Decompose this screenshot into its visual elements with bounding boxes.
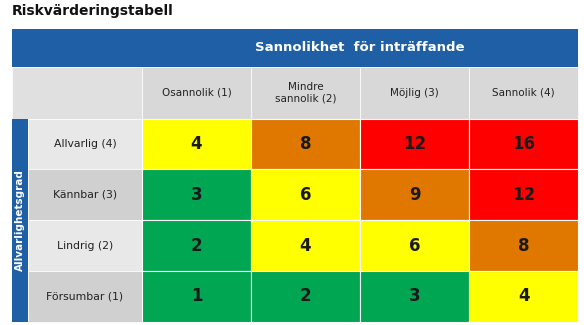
FancyBboxPatch shape [28,271,142,322]
FancyBboxPatch shape [469,169,578,220]
Text: Mindre
sannolik (2): Mindre sannolik (2) [274,82,336,103]
Text: Sannolik (4): Sannolik (4) [492,88,555,97]
FancyBboxPatch shape [469,220,578,271]
Text: 8: 8 [518,237,529,254]
Text: Möjlig (3): Möjlig (3) [390,88,439,97]
Text: 16: 16 [512,135,535,153]
Text: 12: 12 [512,186,535,204]
Text: Riskvärderingstabell: Riskvärderingstabell [12,4,173,19]
Text: 2: 2 [300,287,311,306]
FancyBboxPatch shape [360,220,469,271]
FancyBboxPatch shape [469,67,578,119]
FancyBboxPatch shape [251,220,360,271]
Text: 4: 4 [300,237,311,254]
FancyBboxPatch shape [12,29,142,67]
FancyBboxPatch shape [360,67,469,119]
FancyBboxPatch shape [28,169,142,220]
Text: Osannolik (1): Osannolik (1) [162,88,231,97]
Text: 6: 6 [300,186,311,204]
FancyBboxPatch shape [469,119,578,169]
Text: 4: 4 [518,287,530,306]
FancyBboxPatch shape [469,271,578,322]
FancyBboxPatch shape [360,119,469,169]
Text: 2: 2 [190,237,202,254]
FancyBboxPatch shape [251,169,360,220]
FancyBboxPatch shape [251,119,360,169]
FancyBboxPatch shape [142,67,251,119]
FancyBboxPatch shape [12,67,142,119]
FancyBboxPatch shape [12,271,28,322]
FancyBboxPatch shape [251,67,360,119]
Text: 1: 1 [191,287,202,306]
FancyBboxPatch shape [360,169,469,220]
FancyBboxPatch shape [142,271,251,322]
Text: Allvarlig (4): Allvarlig (4) [54,139,116,149]
Text: Kännbar (3): Kännbar (3) [53,190,117,200]
FancyBboxPatch shape [12,220,28,271]
Text: 6: 6 [409,237,420,254]
Text: 8: 8 [300,135,311,153]
FancyBboxPatch shape [142,220,251,271]
FancyBboxPatch shape [142,29,578,67]
Text: 3: 3 [190,186,202,204]
FancyBboxPatch shape [28,220,142,271]
FancyBboxPatch shape [360,271,469,322]
FancyBboxPatch shape [142,119,251,169]
Text: 12: 12 [403,135,426,153]
Text: Allvarlighetsgrad: Allvarlighetsgrad [15,169,25,271]
FancyBboxPatch shape [251,271,360,322]
Text: Försumbar (1): Försumbar (1) [46,291,124,301]
Text: 3: 3 [409,287,420,306]
Text: Lindrig (2): Lindrig (2) [57,240,113,251]
FancyBboxPatch shape [142,169,251,220]
FancyBboxPatch shape [28,119,142,169]
FancyBboxPatch shape [12,169,28,220]
FancyBboxPatch shape [12,119,28,169]
Text: 9: 9 [409,186,420,204]
Text: 4: 4 [190,135,202,153]
Text: Sannolikhet  för inträffande: Sannolikhet för inträffande [255,41,465,54]
